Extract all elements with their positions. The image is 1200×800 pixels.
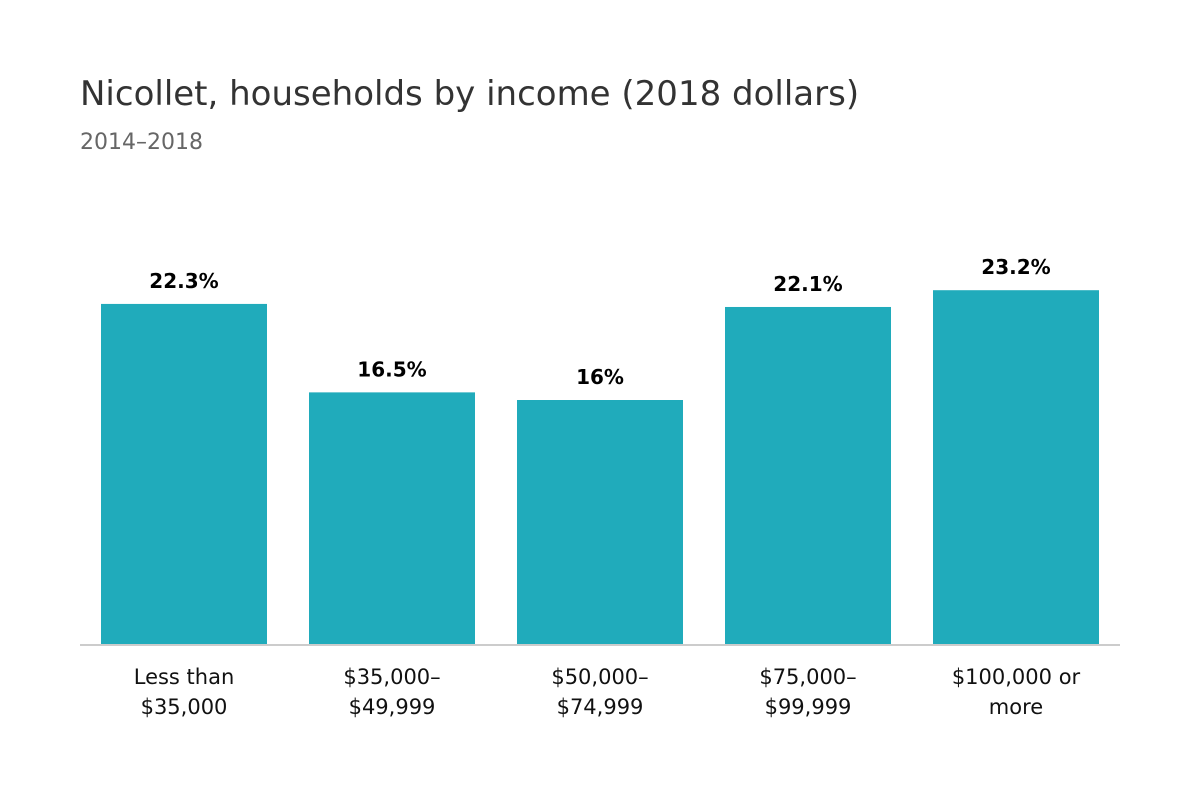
bar-3: [725, 306, 891, 644]
bar-4: [933, 290, 1099, 644]
x-tick-label-0: Less than $35,000: [134, 665, 235, 719]
x-tick-label-3: $75,000– $99,999: [759, 665, 856, 719]
bar-2: [517, 400, 683, 644]
x-tick-label-4: $100,000 or more: [952, 665, 1081, 719]
data-label-1: 16.5%: [357, 357, 426, 381]
chart-subtitle: 2014–2018: [80, 130, 203, 155]
data-label-0: 22.3%: [149, 269, 218, 293]
bar-0: [101, 303, 267, 644]
data-label-3: 22.1%: [773, 272, 842, 296]
x-tick-labels-group: Less than $35,000 $35,000– $49,999 $50,000– $…: [134, 665, 1081, 719]
x-tick-label-2: $50,000– $74,999: [551, 665, 648, 719]
chart-title: Nicollet, households by income (2018 dol…: [80, 74, 860, 114]
x-tick-label-1: $35,000– $49,999: [343, 665, 440, 719]
bars-group: [101, 290, 1099, 644]
data-labels-group: 22.3% 16.5% 16% 22.1% 23.2%: [149, 255, 1050, 389]
bar-1: [309, 392, 475, 644]
data-label-4: 23.2%: [981, 255, 1050, 279]
data-label-2: 16%: [576, 365, 624, 389]
